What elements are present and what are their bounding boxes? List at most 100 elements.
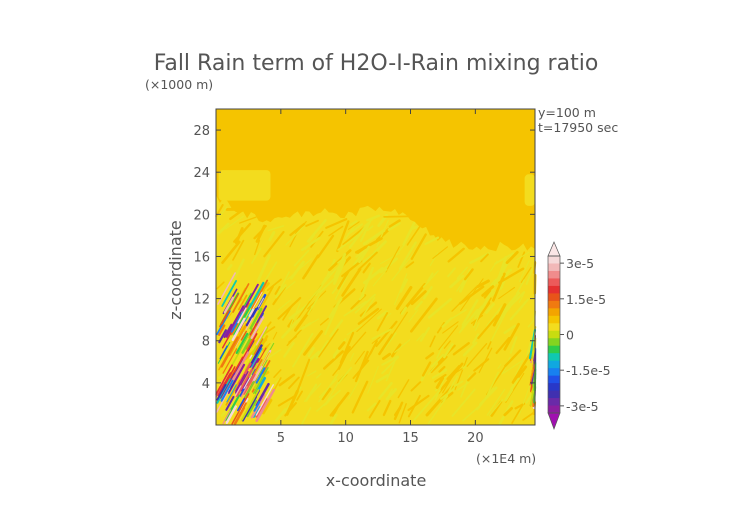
anomaly-streak	[223, 323, 233, 339]
field-streak	[263, 261, 278, 283]
anomaly-streak	[221, 279, 238, 307]
field-streak	[383, 215, 409, 218]
field-streak	[227, 264, 233, 271]
field-streak	[497, 363, 502, 369]
field-streak	[318, 276, 337, 294]
field-streak	[297, 318, 320, 332]
anomaly-streak	[225, 395, 235, 411]
y-axis-label: z-coordinate	[166, 220, 185, 320]
field-streak	[348, 223, 369, 249]
field-streak	[349, 220, 358, 226]
colorbar-segment	[548, 315, 560, 324]
anomaly-streak	[226, 384, 237, 403]
field-streak	[318, 378, 338, 398]
anomaly-streak	[531, 343, 536, 367]
field-streak	[315, 340, 329, 359]
field-streak	[305, 383, 318, 402]
field-streak	[432, 246, 449, 259]
colorbar-segment	[548, 405, 560, 414]
anomaly-streak	[225, 379, 241, 406]
field-streak	[472, 333, 480, 345]
anomaly-streak	[242, 333, 258, 360]
anomaly-streak	[237, 307, 247, 324]
x-axis-label: x-coordinate	[326, 471, 427, 490]
field-streak	[518, 260, 530, 282]
field-streak	[381, 355, 399, 366]
field-streak	[358, 245, 371, 264]
field-streak	[352, 359, 370, 380]
field-streak	[343, 300, 367, 317]
anomaly-streak	[255, 397, 268, 418]
axes: 5 10 15 20 4 8 12 16 20 24 28	[193, 108, 536, 446]
colorbar-tick-label: 1.5e-5	[566, 292, 606, 307]
anomaly-streak	[219, 345, 228, 360]
colorbar-segment	[548, 345, 560, 354]
colorbar-tick-label: -3e-5	[566, 399, 599, 414]
anomaly-streak	[240, 385, 248, 398]
anomaly-streak	[229, 351, 250, 386]
field-streak	[346, 324, 363, 336]
field-streak	[442, 375, 459, 403]
field-streak	[503, 322, 520, 351]
anomaly-streak	[241, 396, 257, 422]
field-streak	[307, 294, 321, 316]
anomaly-streak	[216, 310, 231, 336]
field-streak	[277, 394, 297, 407]
colorbar-segment	[548, 293, 560, 302]
upper-patch-1	[524, 174, 535, 206]
field-streak	[495, 309, 501, 315]
field-streak	[473, 358, 490, 372]
field-streak	[359, 301, 378, 317]
field-streak	[397, 379, 410, 399]
field-streak	[498, 286, 516, 300]
field-streak	[302, 254, 320, 280]
field-streak	[443, 340, 451, 349]
anomaly-streak	[248, 344, 263, 368]
y-tick-label: 28	[193, 124, 210, 139]
field-streak	[321, 387, 332, 401]
field-streak	[516, 251, 530, 261]
field-streak	[273, 369, 282, 379]
anomaly-streak	[230, 311, 244, 333]
field-streak	[316, 389, 341, 412]
colorbar-segment	[548, 353, 560, 362]
colorbar-segment	[548, 278, 560, 287]
anomaly-streak	[257, 347, 267, 363]
field-streak	[368, 399, 381, 419]
field-streak	[278, 373, 296, 387]
field-streak	[509, 336, 518, 354]
anomaly-streak	[251, 279, 269, 309]
anomaly-streak	[220, 336, 239, 368]
field-streak	[359, 220, 371, 243]
field-streak	[221, 240, 241, 265]
anomaly-streak	[216, 387, 231, 413]
field-streak	[410, 381, 422, 392]
field-streak	[466, 343, 488, 367]
field-streak	[485, 305, 503, 327]
field-streak	[463, 268, 474, 281]
anomaly-streak	[225, 305, 245, 338]
field-streak	[360, 266, 375, 299]
field-streak	[424, 236, 440, 246]
field-streak	[332, 259, 346, 285]
field-streak	[492, 303, 507, 327]
field-streak	[462, 406, 480, 422]
field-streak	[425, 384, 454, 417]
anomaly-streak	[236, 368, 253, 398]
anomaly-streak	[237, 328, 253, 355]
field-streak	[518, 385, 531, 417]
field-streak	[229, 258, 245, 288]
z-scale-label: (×1000 m)	[145, 77, 213, 92]
field-streak	[512, 365, 528, 385]
field-streak	[371, 328, 392, 340]
anomaly-streak	[216, 383, 227, 401]
anomaly-streak	[231, 317, 246, 342]
field-streak	[267, 349, 282, 359]
field-streak	[284, 402, 297, 417]
field-streak	[281, 317, 301, 339]
field-streak	[305, 219, 320, 227]
field-streak	[474, 322, 480, 331]
anomaly-streak	[236, 398, 245, 412]
anomaly-streak	[255, 384, 274, 416]
field-streak	[289, 222, 306, 237]
